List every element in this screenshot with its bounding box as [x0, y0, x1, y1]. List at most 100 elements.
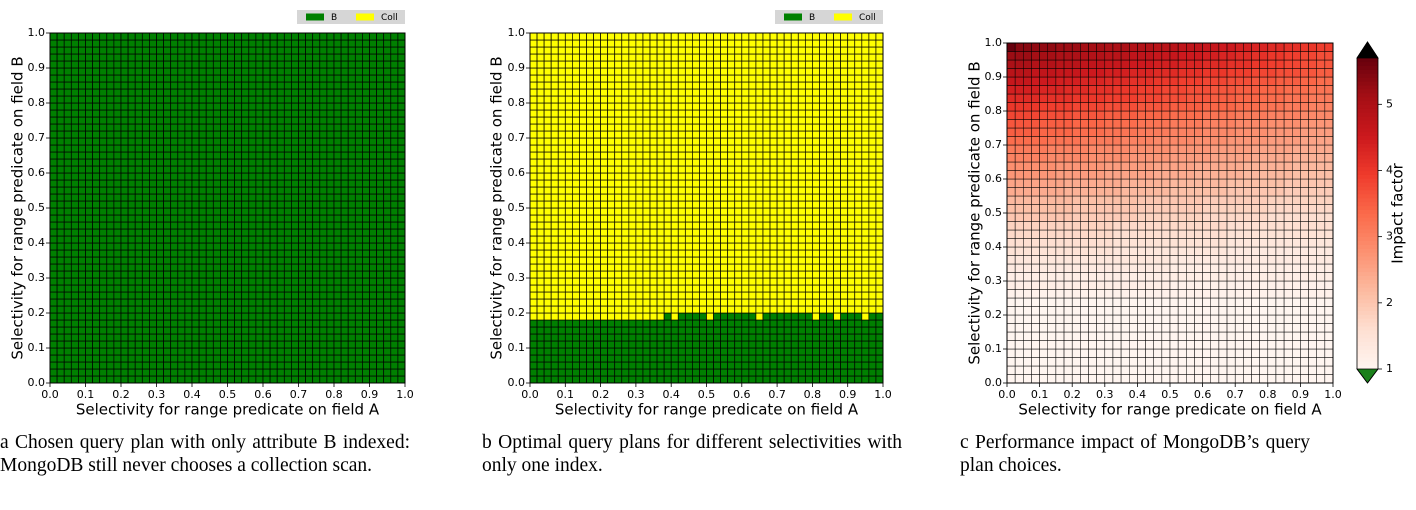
heatmap-cell: [861, 312, 870, 321]
heatmap-cell: [840, 319, 849, 328]
heatmap-cell: [354, 137, 363, 146]
heatmap-cell: [220, 81, 228, 90]
heatmap-cell: [276, 228, 285, 237]
heatmap-cell: [347, 354, 356, 363]
heatmap-cell: [579, 235, 587, 244]
heatmap-cell: [663, 60, 672, 69]
heatmap-cell: [99, 333, 108, 342]
heatmap-cell: [635, 298, 644, 307]
heatmap-cell: [670, 256, 679, 265]
heatmap-cell: [255, 284, 264, 293]
heatmap-cell: [184, 228, 193, 237]
heatmap-cell: [727, 347, 736, 356]
heatmap-cell: [572, 263, 580, 272]
heatmap-cell: [127, 249, 136, 258]
heatmap-cell: [684, 74, 693, 83]
heatmap-cell: [390, 32, 399, 41]
heatmap-cell: [184, 319, 193, 328]
heatmap-cell: [713, 242, 721, 251]
heatmap-cell: [56, 158, 65, 167]
heatmap-cell: [600, 144, 609, 153]
heatmap-cell: [557, 284, 566, 293]
heatmap-cell: [593, 60, 601, 69]
heatmap-cell: [593, 263, 601, 272]
heatmap-cell: [127, 109, 136, 118]
heatmap-cell: [283, 137, 292, 146]
heatmap-cell: [854, 235, 863, 244]
heatmap-cell: [819, 165, 827, 174]
heatmap-cell: [720, 256, 729, 265]
heatmap-cell: [347, 193, 356, 202]
heatmap-cell: [340, 242, 349, 251]
heatmap-cell: [783, 207, 792, 216]
heatmap-cell: [205, 249, 214, 258]
heatmap-cell: [70, 67, 79, 76]
heatmap-cell: [49, 46, 58, 55]
heatmap-cell: [156, 102, 164, 111]
heatmap-cell: [63, 228, 72, 237]
heatmap-cell: [840, 305, 849, 314]
heatmap-cell: [369, 95, 377, 104]
x-tick-label: 0.2: [112, 388, 130, 401]
heatmap-cell: [234, 235, 243, 244]
heatmap-cell: [713, 361, 721, 370]
heatmap-cell: [369, 116, 377, 125]
heatmap-cell: [70, 123, 79, 132]
heatmap-cell: [593, 102, 601, 111]
heatmap-cell: [628, 256, 637, 265]
heatmap-cell: [177, 270, 186, 279]
heatmap-cell: [347, 270, 356, 279]
heatmap-cell: [369, 67, 377, 76]
heatmap-cell: [63, 165, 72, 174]
heatmap-cell: [63, 298, 72, 307]
heatmap-cell: [63, 319, 72, 328]
heatmap-cell: [163, 158, 172, 167]
heatmap-cell: [783, 67, 792, 76]
heatmap-cell: [826, 81, 834, 90]
heatmap-cell: [326, 242, 335, 251]
heatmap-cell: [248, 46, 257, 55]
heatmap-cell: [319, 74, 328, 83]
heatmap-cell: [621, 375, 630, 384]
heatmap-cell: [557, 123, 566, 132]
heatmap-cell: [776, 39, 785, 48]
heatmap-cell: [713, 46, 721, 55]
heatmap-cell: [390, 319, 399, 328]
heatmap-cell: [92, 333, 101, 342]
heatmap-cell: [305, 193, 314, 202]
heatmap-cell: [868, 284, 877, 293]
heatmap-cell: [840, 277, 849, 286]
heatmap-cell: [326, 200, 335, 209]
heatmap-cell: [362, 172, 370, 181]
heatmap-cell: [776, 361, 785, 370]
heatmap-cell: [840, 95, 849, 104]
heatmap-cell: [670, 291, 679, 300]
heatmap-cell: [550, 319, 559, 328]
heatmap-cell: [854, 368, 863, 377]
heatmap-cell: [663, 214, 672, 223]
heatmap-cell: [720, 116, 729, 125]
heatmap-cell: [276, 200, 285, 209]
heatmap-cell: [670, 375, 679, 384]
heatmap-cell: [305, 263, 314, 272]
heatmap-cell: [170, 165, 179, 174]
heatmap-cell: [347, 60, 356, 69]
heatmap-cell: [875, 284, 884, 293]
heatmap-cell: [656, 347, 665, 356]
heatmap-cell: [557, 305, 566, 314]
heatmap-cell: [120, 39, 129, 48]
heatmap-cell: [875, 137, 884, 146]
heatmap-cell: [550, 312, 559, 321]
heatmap-cell: [127, 263, 136, 272]
heatmap-cell: [56, 67, 65, 76]
heatmap-cell: [557, 53, 566, 62]
heatmap-cell: [170, 102, 179, 111]
heatmap-cell: [340, 165, 349, 174]
heatmap-cell: [156, 200, 164, 209]
heatmap-cell: [656, 228, 665, 237]
heatmap-cell: [134, 249, 143, 258]
heatmap-cell: [255, 263, 264, 272]
heatmap-cell: [536, 88, 545, 97]
heatmap-cell: [248, 354, 257, 363]
heatmap-cell: [692, 207, 700, 216]
